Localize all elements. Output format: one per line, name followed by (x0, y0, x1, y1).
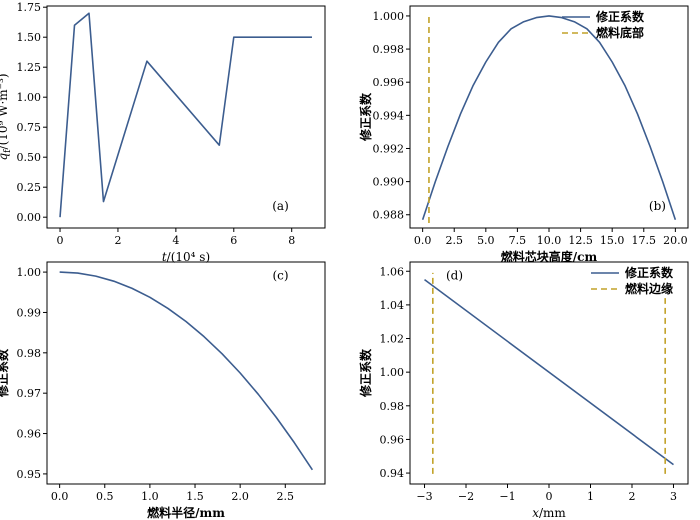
x-tick-label: 0 (57, 234, 64, 247)
x-tick-label: 1.5 (186, 490, 204, 503)
x-tick-label: 15.0 (600, 234, 625, 247)
y-tick-label: 0.00 (17, 211, 42, 224)
y-tick-label: 0.96 (380, 433, 405, 446)
y-tick-label: 1.06 (380, 265, 405, 278)
y-tick-label: 0.97 (17, 387, 42, 400)
series-line-main-0 (421, 15, 677, 220)
x-tick-label: 2 (628, 490, 635, 503)
y-tick-label: 1.00 (380, 366, 405, 379)
y-tick-label: 0.998 (373, 43, 405, 56)
x-tick-label: 4 (172, 234, 179, 247)
x-tick-label: 12.5 (568, 234, 593, 247)
y-tick-label: 1.00 (17, 91, 42, 104)
y-tick-label: 0.50 (17, 151, 42, 164)
y-tick-label: 0.75 (17, 121, 42, 134)
x-axis-label: 燃料芯块高度/cm (501, 249, 598, 264)
x-tick-label: 3 (670, 490, 677, 503)
y-tick-label: 1.50 (17, 31, 42, 44)
y-tick-label: 0.988 (373, 209, 405, 222)
x-tick-label: 0 (546, 490, 553, 503)
series-line-main-0 (59, 12, 312, 218)
x-tick-label: 6 (230, 234, 237, 247)
legend-label: 燃料边缘 (625, 281, 673, 296)
y-tick-label: 0.98 (17, 347, 42, 360)
x-tick-label: 1 (587, 490, 594, 503)
y-tick-label: 1.00 (17, 266, 42, 279)
y-axis-label: 修正系数 (358, 92, 373, 142)
x-tick-label: 0.0 (51, 490, 69, 503)
y-axis-label: qf/(10⁹ W·m⁻³) (0, 73, 13, 160)
series-line-main-0 (59, 271, 314, 471)
y-tick-label: 0.25 (17, 181, 42, 194)
y-tick-label: 0.96 (17, 428, 42, 441)
x-tick-label: 7.5 (509, 234, 527, 247)
y-tick-label: 0.99 (17, 306, 42, 319)
panel-label: (b) (649, 199, 666, 213)
x-tick-label: 2.5 (445, 234, 463, 247)
y-tick-label: 1.04 (380, 299, 405, 312)
chart-panel-d: −3 −2 −1 0 1 2 3 0.94 0.96 0.98 1.00 1.02 1.04 1.06 x/… (358, 261, 689, 520)
x-axis-label: 燃料半径/mm (147, 505, 225, 520)
x-axis-label: t/(10⁴ s) (162, 250, 210, 264)
y-tick-label: 1.25 (17, 61, 42, 74)
panel-label: (a) (272, 199, 289, 213)
chart-panel-b: 0.0 2.5 5.0 7.5 10.0 12.5 15.0 17.5 20.0 0.988 0.9… (358, 5, 689, 264)
x-tick-label: 0.5 (96, 490, 114, 503)
legend-label: 修正系数 (624, 265, 674, 280)
x-tick-label: −3 (416, 490, 432, 503)
legend-label: 修正系数 (595, 9, 645, 24)
x-tick-label: 1.0 (141, 490, 159, 503)
x-tick-label: 0.0 (414, 234, 432, 247)
x-tick-label: 20.0 (663, 234, 688, 247)
chart-panel-a: 0 2 4 6 8 0.00 0.25 0.50 0.75 1.00 1.25 1.50 1.75 t/(… (0, 1, 326, 264)
y-tick-label: 0.98 (380, 400, 405, 413)
y-axis-label: 修正系数 (358, 348, 373, 398)
series-line-main-0 (424, 279, 674, 466)
x-tick-label: 2.5 (277, 490, 295, 503)
plot-frame (409, 5, 689, 229)
y-tick-label: 1.75 (17, 1, 42, 14)
y-axis-label: 修正系数 (0, 348, 10, 398)
x-axis-label: x/mm (532, 506, 566, 520)
y-tick-label: 1.000 (373, 10, 405, 23)
x-tick-label: 2 (114, 234, 121, 247)
x-tick-label: 17.5 (632, 234, 657, 247)
y-tick-label: 0.990 (373, 176, 405, 189)
y-tick-label: 0.994 (373, 109, 405, 122)
x-tick-label: −2 (458, 490, 474, 503)
plot-frame (46, 261, 326, 485)
y-tick-label: 0.95 (17, 468, 42, 481)
x-tick-label: 8 (288, 234, 295, 247)
x-tick-label: −1 (499, 490, 515, 503)
panel-label: (d) (446, 268, 463, 282)
y-tick-label: 0.996 (373, 76, 405, 89)
plot-frame (46, 5, 326, 229)
panel-label: (c) (272, 268, 288, 282)
x-tick-label: 10.0 (537, 234, 562, 247)
y-tick-label: 0.992 (373, 142, 405, 155)
chart-panel-c: 0.0 0.5 1.0 1.5 2.0 2.5 0.95 0.96 0.97 0.98 0.99 1.… (0, 261, 326, 520)
x-tick-label: 5.0 (477, 234, 495, 247)
x-tick-label: 2.0 (231, 490, 249, 503)
y-tick-label: 1.02 (380, 333, 405, 346)
y-tick-label: 0.94 (380, 467, 405, 480)
legend-label: 燃料底部 (596, 25, 644, 40)
